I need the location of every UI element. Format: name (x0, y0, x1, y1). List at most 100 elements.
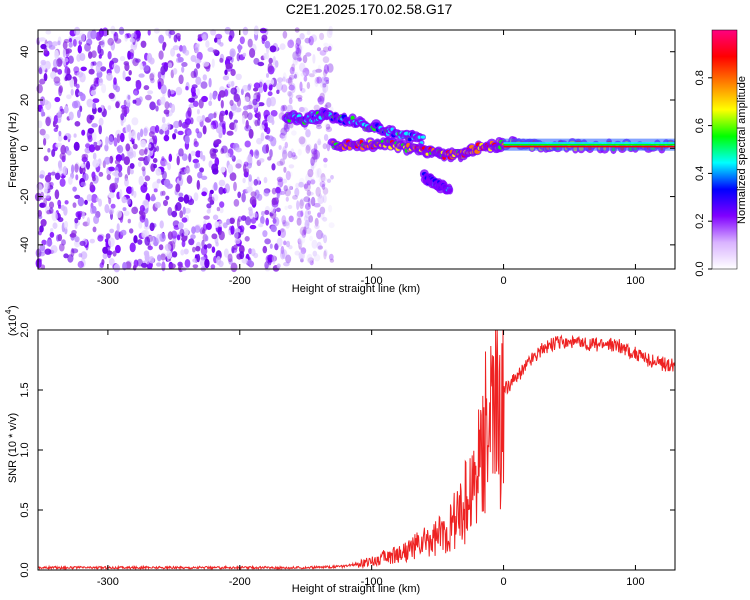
noise-blob (243, 168, 247, 175)
noise-blob (52, 222, 58, 229)
noise-blob (310, 156, 315, 166)
noise-blob (282, 149, 288, 160)
noise-blob (285, 254, 292, 264)
noise-blob (177, 130, 184, 136)
noise-blob (194, 43, 200, 54)
noise-blob (196, 88, 200, 96)
noise-blob (80, 163, 85, 169)
noise-blob (310, 179, 316, 185)
noise-blob (265, 52, 269, 60)
noise-blob (211, 58, 215, 68)
noise-blob (253, 82, 261, 89)
noise-blob (92, 152, 97, 160)
noise-blob (122, 262, 127, 271)
noise-blob (261, 210, 265, 217)
noise-blob (173, 120, 180, 129)
noise-blob (128, 70, 132, 76)
noise-blob (57, 110, 62, 118)
noise-blob (126, 198, 131, 205)
noise-blob (215, 33, 223, 40)
noise-blob (97, 235, 104, 242)
noise-blob (282, 130, 288, 139)
noise-blob (194, 225, 201, 233)
noise-blob (50, 71, 57, 80)
carrier-line-green (503, 143, 675, 146)
noise-blob (319, 92, 325, 102)
snr-x-axis-label: Height of straight line (km) (292, 583, 420, 595)
noise-blob (75, 83, 80, 89)
noise-blob (252, 104, 257, 111)
noise-blob (313, 143, 318, 152)
noise-blob (299, 253, 304, 260)
noise-blob (149, 222, 155, 232)
noise-blob (175, 86, 183, 96)
noise-blob (318, 193, 322, 199)
noise-blob (274, 243, 279, 251)
noise-blob (184, 207, 191, 214)
noise-blob (295, 44, 300, 55)
noise-blob (317, 64, 321, 73)
noise-blob (237, 191, 242, 199)
noise-blob (236, 218, 240, 229)
noise-blob (310, 148, 318, 155)
noise-blob (209, 92, 213, 101)
noise-blob (328, 253, 334, 261)
noise-blob (218, 90, 226, 98)
noise-blob (132, 143, 138, 150)
noise-blob (75, 211, 82, 218)
noise-blob (170, 103, 176, 113)
noise-blob (68, 41, 73, 48)
colorbar-label: Normalized spectral amplitude (736, 76, 748, 224)
noise-blob (44, 194, 50, 199)
noise-blob (87, 135, 93, 143)
noise-blob (69, 77, 75, 88)
noise-blob (54, 189, 60, 200)
noise-blob (51, 211, 58, 222)
noise-blob (313, 104, 320, 112)
noise-blob (92, 159, 100, 168)
noise-blob (257, 117, 261, 126)
noise-blob (289, 38, 294, 45)
noise-blob (170, 47, 176, 57)
noise-blob (212, 120, 219, 130)
noise-blob (202, 155, 206, 162)
noise-blob (106, 72, 113, 81)
noise-blob (98, 198, 102, 207)
noise-blob (133, 235, 138, 244)
noise-blob (307, 168, 314, 178)
noise-blob (127, 165, 131, 176)
noise-blob (230, 68, 236, 77)
noise-blob (322, 187, 329, 195)
noise-blob (303, 183, 309, 189)
noise-blob (199, 150, 203, 160)
noise-blob (188, 153, 192, 163)
noise-blob (312, 69, 318, 74)
noise-blob (230, 225, 235, 235)
noise-blob (326, 178, 332, 183)
noise-blob (195, 162, 201, 169)
noise-blob (196, 253, 201, 263)
noise-blob (152, 181, 159, 190)
noise-blob (298, 238, 303, 247)
noise-blob (58, 165, 63, 172)
snr-y-tick-label: 0.5 (19, 502, 31, 517)
noise-blob (108, 92, 115, 99)
noise-blob (40, 43, 47, 50)
noise-blob (184, 118, 192, 126)
noise-blob (73, 100, 81, 108)
noise-blob (168, 263, 176, 269)
noise-blob (271, 119, 275, 125)
noise-blob (317, 245, 323, 250)
noise-blob (213, 139, 220, 145)
noise-blob (265, 144, 269, 154)
noise-blob (40, 219, 47, 227)
noise-blob (237, 43, 242, 54)
noise-blob (270, 136, 277, 147)
noise-blob (43, 197, 47, 208)
noise-blob (309, 260, 314, 266)
noise-blob (210, 264, 216, 270)
noise-blob (111, 171, 119, 176)
noise-blob (113, 77, 117, 85)
noise-blob (307, 210, 311, 215)
